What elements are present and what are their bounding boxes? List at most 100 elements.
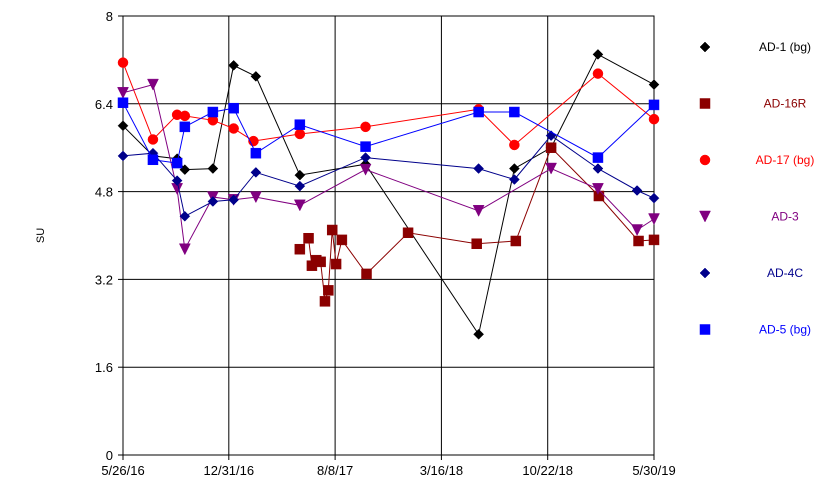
legend-label-ad-3: AD-3 (771, 210, 799, 224)
data-point-ad-3 (249, 191, 262, 204)
data-point-ad-17-bg (228, 123, 239, 134)
data-point-ad-17-bg (648, 113, 660, 125)
data-point-ad-5-bg (147, 154, 159, 166)
data-point-ad-16r (323, 285, 334, 296)
data-point-ad-3 (472, 205, 485, 217)
data-point-ad-1-bg (592, 49, 604, 60)
data-point-ad-4c (250, 167, 262, 178)
data-point-ad-5-bg (207, 106, 219, 118)
legend-item-ad-17-bg: AD-17 (bg) (699, 153, 815, 167)
data-point-ad-1-bg (117, 120, 129, 132)
data-point-ad-4c (592, 163, 604, 174)
data-point-ad-17-bg (294, 128, 306, 140)
y-axis-title: SU (35, 228, 47, 243)
data-point-ad-16r (633, 235, 644, 247)
x-tick-label: 12/31/16 (204, 463, 255, 478)
data-point-ad-16r (510, 235, 522, 247)
data-point-ad-16r (303, 232, 314, 244)
data-point-ad-5-bg (360, 141, 371, 152)
legend-item-ad-5-bg: AD-5 (bg) (699, 323, 811, 337)
data-point-ad-1-bg (228, 60, 239, 71)
data-point-ad-4c (473, 163, 484, 174)
series-ad-5-bg (117, 97, 660, 169)
x-tick-label: 10/22/18 (522, 463, 573, 478)
y-tick-label: 6.4 (95, 97, 113, 112)
data-point-ad-3 (117, 87, 129, 99)
y-tick-label: 1.6 (95, 360, 113, 375)
data-point-ad-4c (171, 175, 183, 186)
series-ad-4c (117, 130, 660, 222)
data-point-ad-17-bg (360, 121, 371, 133)
legend: AD-1 (bg) AD-16R AD-17 (bg) AD-3 AD-4C AD-5 (… (699, 40, 815, 337)
data-point-ad-16r (336, 234, 348, 246)
data-point-ad-16r (330, 258, 342, 270)
data-point-ad-4c (207, 196, 219, 207)
data-point-ad-5-bg (473, 106, 484, 118)
legend-label-ad-17-bg: AD-17 (bg) (756, 153, 815, 167)
data-point-ad-1-bg (509, 163, 520, 174)
data-point-ad-17-bg (147, 134, 159, 145)
data-point-ad-1-bg (648, 79, 660, 90)
y-tick-label: 8 (106, 9, 113, 24)
data-point-ad-1-bg (473, 328, 484, 340)
legend-item-ad-4c: AD-4C (699, 266, 803, 280)
legend-label-ad-5-bg: AD-5 (bg) (759, 323, 811, 337)
data-point-ad-17-bg (179, 110, 191, 122)
data-point-ad-4c (509, 174, 520, 185)
x-tick-label: 3/16/18 (420, 463, 463, 478)
data-point-ad-17-bg (592, 68, 604, 79)
data-point-ad-16r (471, 238, 482, 249)
data-point-ad-4c (648, 192, 660, 204)
data-point-ad-4c (228, 194, 239, 206)
data-point-ad-17-bg (509, 139, 520, 151)
data-point-ad-4c (179, 210, 191, 222)
data-point-ad-3 (648, 213, 660, 226)
legend-marker-ad-17-bg (699, 154, 711, 166)
data-point-ad-3 (359, 163, 372, 176)
y-tick-label: 4.8 (95, 185, 113, 200)
data-point-ad-1-bg (250, 71, 262, 82)
data-point-ad-5-bg (179, 121, 191, 133)
data-point-ad-3 (293, 199, 306, 212)
data-point-ad-16r (361, 268, 372, 280)
series-group (117, 49, 660, 340)
data-point-ad-3 (631, 224, 643, 237)
legend-marker-ad-4c (699, 267, 711, 279)
data-point-ad-3 (147, 78, 159, 91)
legend-label-ad-4c: AD-4C (767, 266, 803, 280)
legend-marker-ad-5-bg (699, 324, 711, 335)
legend-item-ad-1-bg: AD-1 (bg) (699, 40, 811, 54)
data-point-ad-5-bg (509, 106, 520, 118)
data-point-ad-5-bg (117, 97, 129, 108)
data-point-ad-3 (545, 162, 557, 175)
data-point-ad-1-bg (207, 163, 219, 174)
legend-marker-ad-1-bg (699, 41, 711, 53)
x-tick-label: 8/8/17 (317, 463, 353, 478)
data-point-ad-5-bg (228, 102, 239, 114)
legend-label-ad-16r: AD-16R (764, 97, 807, 111)
data-point-ad-3 (178, 243, 191, 256)
data-point-ad-5-bg (592, 152, 604, 163)
axis-ticks: 0 1.6 3.2 4.8 6.4 8 5/26/16 12/31/16 8/8/17 3/16/… (95, 9, 676, 478)
data-point-ad-16r (294, 243, 306, 255)
y-tick-label: 3.2 (95, 272, 113, 287)
legend-label-ad-1-bg: AD-1 (bg) (759, 40, 811, 54)
data-point-ad-16r (315, 256, 326, 268)
x-tick-label: 5/26/16 (101, 463, 144, 478)
data-point-ad-3 (592, 183, 604, 195)
data-point-ad-16r (326, 224, 338, 236)
data-point-ad-1-bg (294, 169, 306, 181)
data-point-ad-4c (631, 185, 643, 196)
data-point-ad-4c (294, 180, 306, 192)
legend-item-ad-16r: AD-16R (699, 97, 807, 111)
series-ad-17-bg (117, 57, 660, 151)
y-tick-label: 0 (106, 448, 113, 463)
legend-item-ad-3: AD-3 (699, 210, 799, 224)
data-point-ad-16r (319, 296, 331, 307)
legend-marker-ad-3 (699, 210, 711, 223)
x-tick-label: 5/30/19 (632, 463, 675, 478)
data-point-ad-16r (545, 142, 557, 153)
